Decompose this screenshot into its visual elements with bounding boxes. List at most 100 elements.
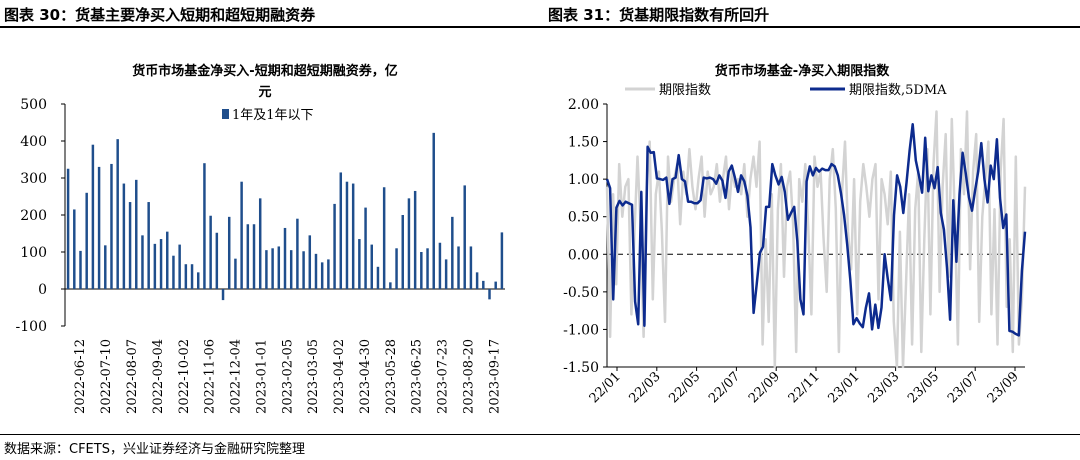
x-tick-label: 2023-01-01 <box>254 339 269 414</box>
bar <box>277 246 281 289</box>
y-tick-label: 300 <box>20 171 47 187</box>
bar <box>283 227 287 289</box>
line-chart-maturity-index: 货币市场基金-净买入期限指数 期限指数 期限指数,5DMA 2.00 1.50 1.… <box>563 63 1027 406</box>
bar <box>265 250 268 289</box>
y-tick-label: -1.50 <box>563 360 599 376</box>
left-panel-title: 图表 30：货基主要净买入短期和超短期融资券 <box>4 6 316 24</box>
bar <box>426 248 429 289</box>
bar <box>166 231 169 289</box>
y-tick-label: 200 <box>20 208 47 224</box>
y-tick-label: 500 <box>20 97 47 113</box>
bar-legend-swatch <box>222 109 229 119</box>
x-tick-label: 23/07 <box>945 369 982 406</box>
x-tick-label: 2023-08-20 <box>461 339 476 414</box>
x-tick-label: 2022-12-04 <box>229 339 244 414</box>
series-line-raw <box>605 110 1027 369</box>
bar <box>302 251 305 289</box>
x-tick-label: 22/09 <box>746 369 783 406</box>
x-tick-label: 2023-04-02 <box>332 339 347 414</box>
bar-chart-title-line2: 元 <box>258 85 271 100</box>
bar <box>141 235 144 289</box>
bar <box>401 215 404 289</box>
bar <box>258 198 262 289</box>
x-tick-label: 22/03 <box>627 369 664 406</box>
bar <box>296 218 299 289</box>
x-tick-label: 2023-04-30 <box>358 339 373 414</box>
y-tick-label: -0.50 <box>563 285 599 301</box>
footer-rule <box>0 434 1080 435</box>
bar <box>73 209 76 289</box>
bar <box>351 183 355 289</box>
x-tick-label: 2023-05-28 <box>384 339 399 414</box>
legend-raw-label: 期限指数 <box>659 83 711 98</box>
bar <box>370 244 373 289</box>
bar <box>66 168 70 289</box>
bar <box>178 244 181 289</box>
bar <box>494 281 497 289</box>
y-tick-label: 1.00 <box>568 172 599 188</box>
y-tick-label: 0 <box>38 282 47 298</box>
y-tick-label: -1.00 <box>563 322 599 338</box>
bar <box>122 183 126 289</box>
bar <box>320 262 324 289</box>
bar <box>438 242 442 289</box>
y-tick-label: 1.50 <box>568 135 599 151</box>
bar <box>488 289 491 300</box>
bar <box>172 255 175 289</box>
bar-legend-label: 1年及1年以下 <box>232 108 314 123</box>
y-tick-label: 400 <box>20 134 47 150</box>
bar <box>364 207 367 289</box>
bar <box>463 185 466 289</box>
bar <box>91 144 95 289</box>
bar <box>482 280 485 289</box>
bar <box>104 245 107 289</box>
bar <box>500 232 504 289</box>
x-tick-label: 2022-06-12 <box>73 339 88 414</box>
y-tick-label: 0.00 <box>568 247 599 263</box>
bar <box>345 181 349 289</box>
bar <box>215 232 219 289</box>
bar <box>289 250 293 289</box>
bar <box>147 202 150 289</box>
bar <box>389 282 392 289</box>
bar-chart-net-purchase: 货币市场基金净买入-短期和超短期融资券，亿 元 1年及1年以下 500 400 30… <box>16 63 505 414</box>
bar <box>159 239 163 289</box>
bar <box>327 259 330 289</box>
bar-chart-title-line1: 货币市场基金净买入-短期和超短期融资券，亿 <box>132 63 397 79</box>
header-rule <box>0 26 1080 28</box>
bar <box>333 203 336 289</box>
bar <box>221 289 225 301</box>
bar <box>308 235 312 289</box>
series-line-5dma <box>605 123 1027 337</box>
bar <box>153 243 157 289</box>
x-tick-label: 23/01 <box>826 369 863 406</box>
x-tick-label: 23/05 <box>905 369 942 406</box>
bar <box>85 192 88 289</box>
bar <box>184 264 188 289</box>
bar <box>97 166 101 289</box>
y-tick-label: 2.00 <box>568 97 599 113</box>
x-tick-label: 2022-07-10 <box>99 339 114 414</box>
x-tick-label: 23/09 <box>985 369 1022 406</box>
bar <box>135 179 138 289</box>
bar <box>190 264 194 289</box>
x-tick-label: 2022-08-07 <box>125 339 140 414</box>
bar <box>382 187 386 289</box>
bar <box>234 258 237 289</box>
bar <box>128 202 132 289</box>
bar <box>444 259 448 289</box>
bar <box>339 172 343 289</box>
legend-ma-label: 期限指数,5DMA <box>849 83 947 98</box>
bar <box>475 272 479 289</box>
bar <box>407 198 411 289</box>
line-chart-title: 货币市场基金-净买入期限指数 <box>715 63 890 79</box>
bar <box>197 272 200 289</box>
bar <box>376 266 380 289</box>
x-tick-label: 23/03 <box>865 369 902 406</box>
bar <box>209 215 212 289</box>
bar <box>246 224 250 289</box>
bar <box>420 252 423 289</box>
y-tick-label: 0.50 <box>568 210 599 226</box>
x-tick-label: 2023-07-23 <box>436 339 451 414</box>
bar <box>271 248 274 289</box>
